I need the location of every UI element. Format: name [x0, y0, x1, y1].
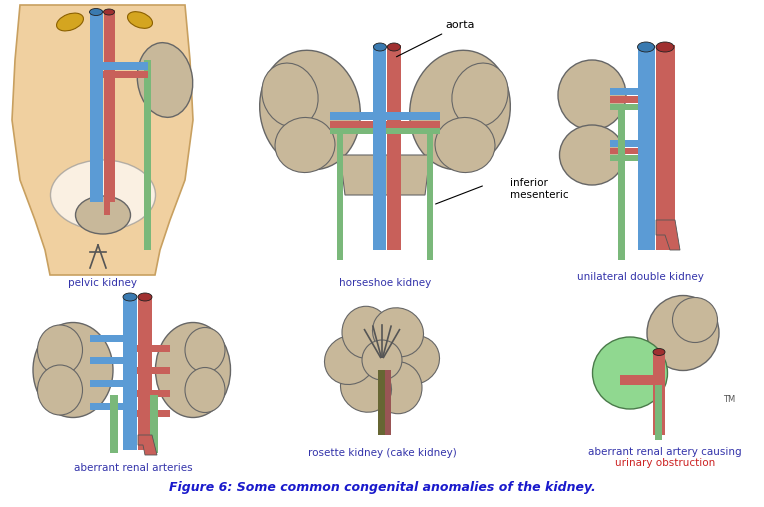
Ellipse shape — [342, 306, 390, 358]
Bar — [610, 96, 638, 103]
Bar — [123, 295, 137, 450]
Bar — [656, 45, 675, 250]
Bar — [104, 10, 115, 220]
Polygon shape — [340, 155, 430, 195]
Ellipse shape — [260, 50, 361, 170]
Bar — [103, 62, 148, 70]
Ellipse shape — [672, 298, 717, 343]
Ellipse shape — [341, 363, 391, 412]
Bar — [386, 112, 440, 120]
Ellipse shape — [388, 336, 439, 384]
Text: pelvic kidney: pelvic kidney — [69, 278, 138, 288]
Text: TM: TM — [723, 395, 735, 404]
Ellipse shape — [50, 160, 156, 230]
Ellipse shape — [103, 9, 115, 15]
Ellipse shape — [262, 63, 318, 127]
Bar — [138, 295, 152, 450]
Ellipse shape — [374, 361, 422, 414]
Ellipse shape — [33, 322, 113, 417]
Ellipse shape — [123, 293, 137, 301]
Bar — [137, 345, 170, 352]
Bar — [90, 335, 123, 342]
Text: aberrant renal arteries: aberrant renal arteries — [73, 463, 193, 473]
Text: horseshoe kidney: horseshoe kidney — [339, 278, 431, 288]
Bar — [330, 128, 373, 134]
Polygon shape — [656, 220, 680, 250]
Ellipse shape — [185, 328, 225, 373]
Bar — [90, 195, 103, 202]
Text: Figure 6: Some common congenital anomalies of the kidney.: Figure 6: Some common congenital anomali… — [169, 481, 595, 494]
Ellipse shape — [76, 196, 131, 234]
Bar — [638, 45, 655, 250]
Bar — [653, 350, 665, 435]
Ellipse shape — [637, 42, 655, 52]
Bar — [387, 200, 401, 230]
Bar — [137, 390, 170, 397]
Bar — [386, 121, 440, 128]
Bar — [655, 385, 662, 440]
Text: mesenteric: mesenteric — [510, 190, 568, 200]
Bar — [103, 71, 148, 78]
Bar — [427, 130, 433, 260]
Ellipse shape — [138, 293, 152, 301]
Bar — [610, 104, 638, 110]
Ellipse shape — [410, 50, 510, 170]
Text: aorta: aorta — [397, 20, 474, 57]
Bar — [618, 108, 625, 260]
Bar — [137, 410, 170, 417]
Bar — [90, 380, 123, 387]
Ellipse shape — [57, 13, 83, 31]
Bar — [385, 370, 391, 435]
Bar — [610, 88, 638, 95]
Bar — [378, 370, 385, 435]
Bar — [610, 155, 638, 161]
Polygon shape — [12, 5, 193, 275]
Bar — [330, 121, 373, 128]
Ellipse shape — [559, 125, 624, 185]
Ellipse shape — [653, 348, 665, 355]
Bar — [150, 395, 158, 453]
Ellipse shape — [452, 63, 508, 127]
Text: urinary obstruction: urinary obstruction — [615, 458, 715, 468]
Ellipse shape — [373, 308, 423, 357]
Text: aberrant renal artery causing: aberrant renal artery causing — [588, 447, 742, 457]
Ellipse shape — [593, 337, 668, 409]
Ellipse shape — [647, 296, 719, 371]
Ellipse shape — [185, 368, 225, 413]
Ellipse shape — [37, 325, 83, 375]
Ellipse shape — [558, 60, 626, 130]
Ellipse shape — [89, 9, 102, 16]
Ellipse shape — [37, 365, 83, 415]
Ellipse shape — [156, 322, 231, 417]
Ellipse shape — [325, 336, 376, 384]
Bar — [610, 148, 638, 154]
Ellipse shape — [128, 12, 153, 28]
Bar — [110, 395, 118, 453]
Bar — [104, 202, 110, 215]
Ellipse shape — [656, 42, 674, 52]
Bar — [386, 128, 440, 134]
Bar — [144, 60, 151, 250]
Ellipse shape — [435, 118, 495, 172]
Bar — [610, 140, 638, 147]
Text: rosette kidney (cake kidney): rosette kidney (cake kidney) — [308, 448, 456, 458]
Ellipse shape — [387, 43, 400, 51]
Bar — [90, 403, 123, 410]
Bar — [373, 45, 386, 250]
Polygon shape — [138, 435, 157, 455]
Ellipse shape — [362, 340, 402, 380]
Ellipse shape — [275, 118, 335, 172]
Bar — [387, 45, 401, 250]
Bar — [90, 357, 123, 364]
Bar — [620, 375, 653, 385]
Ellipse shape — [374, 43, 387, 51]
Bar — [90, 10, 103, 220]
Text: inferior: inferior — [510, 178, 548, 188]
Bar — [137, 367, 170, 374]
Bar — [337, 130, 343, 260]
Text: unilateral double kidney: unilateral double kidney — [577, 272, 704, 282]
Bar — [104, 195, 115, 202]
Ellipse shape — [138, 43, 193, 117]
Bar — [330, 112, 373, 120]
